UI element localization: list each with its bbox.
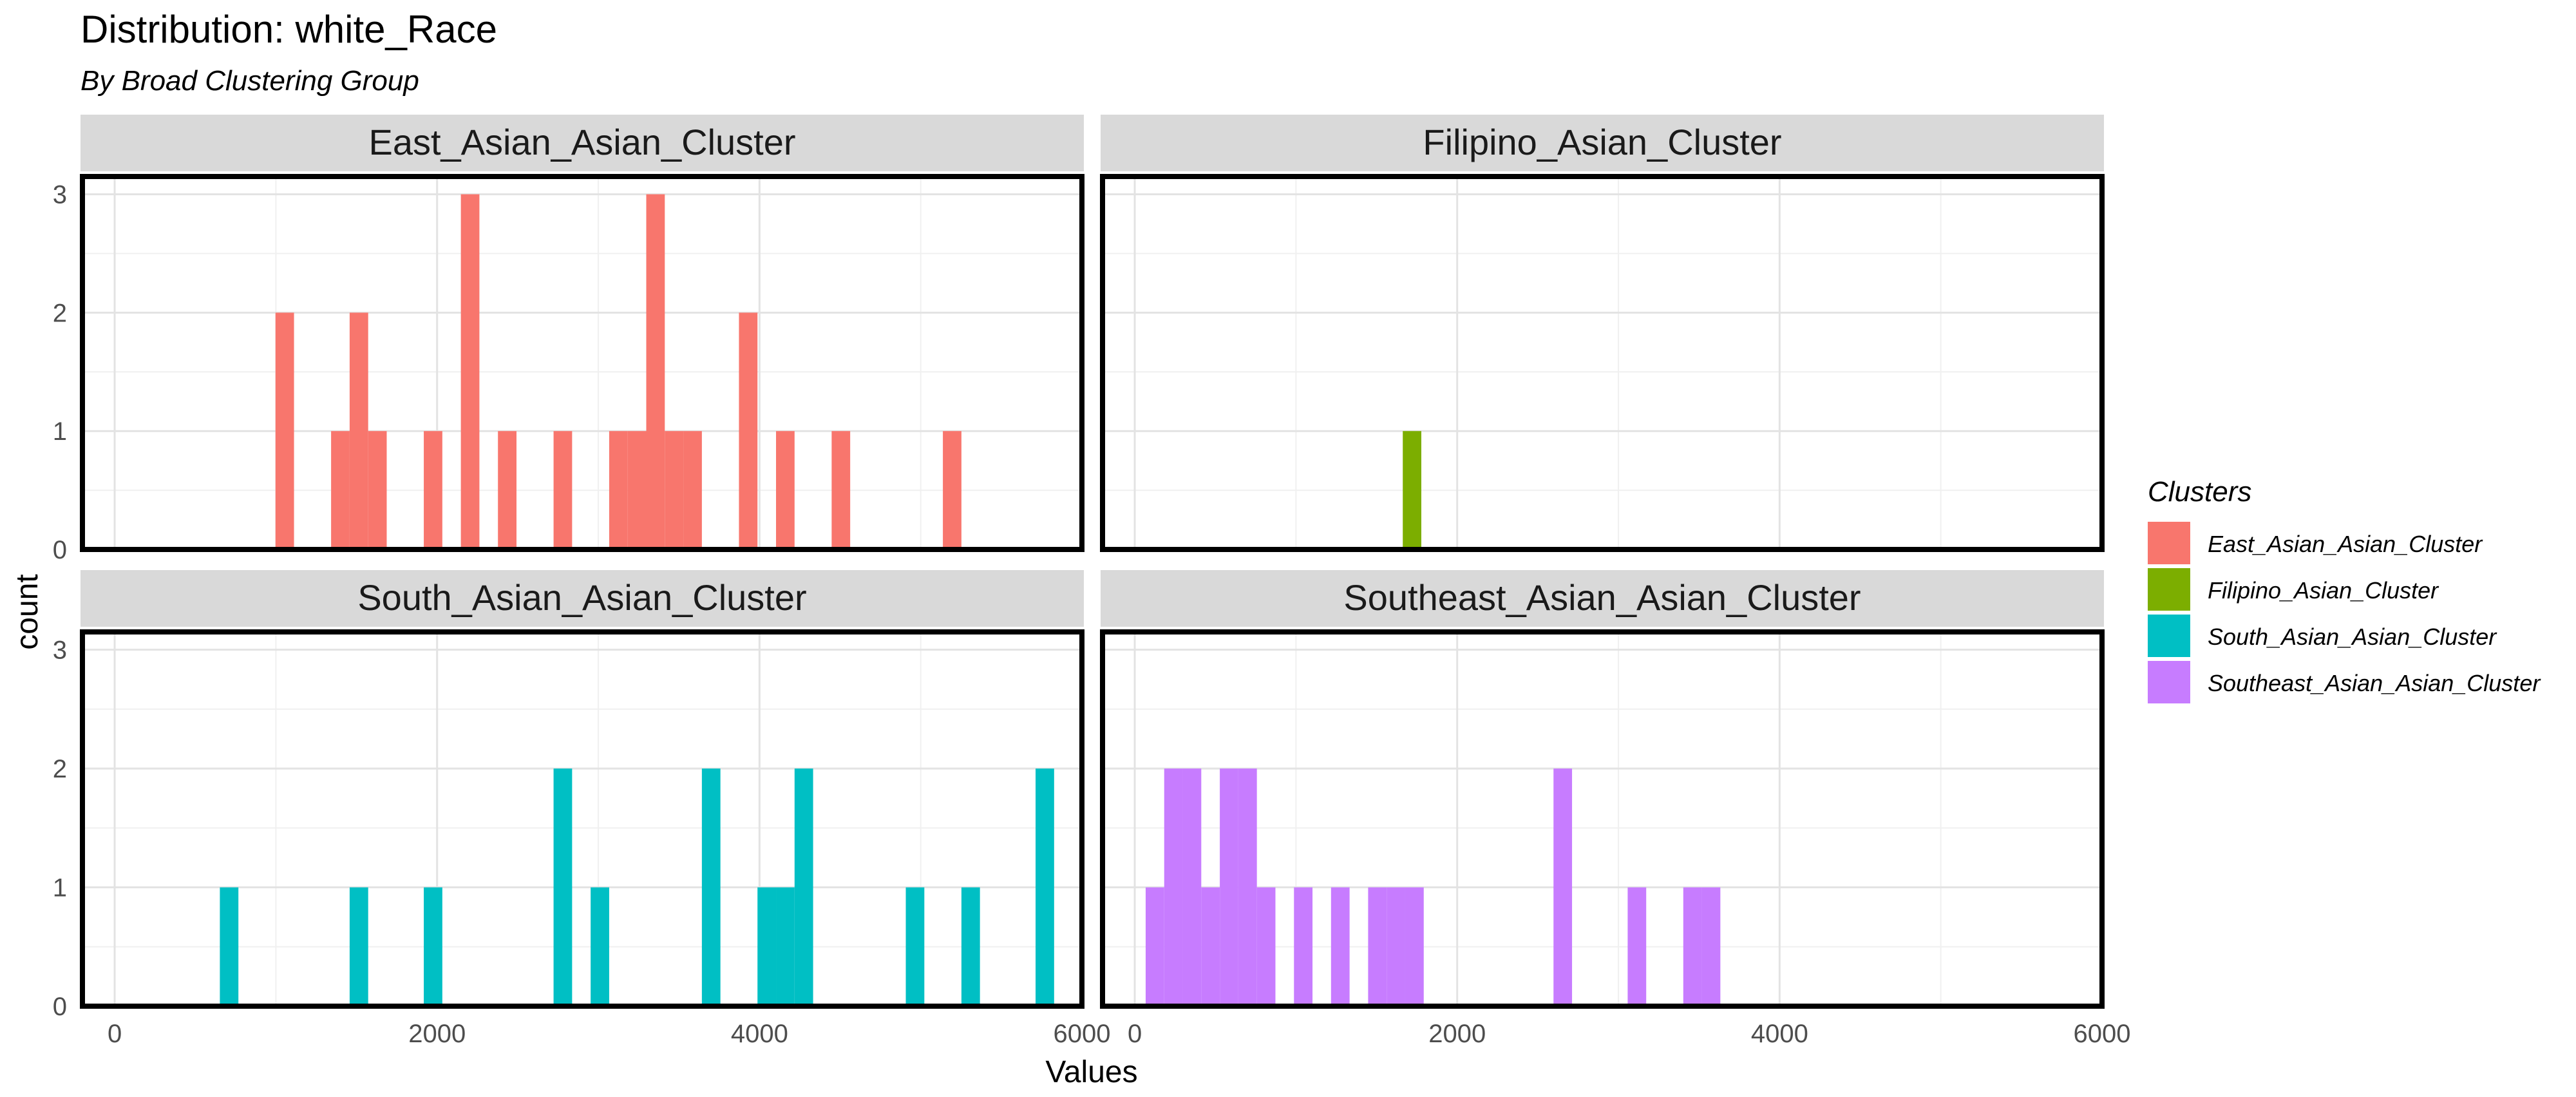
x-tick-label: 6000 (2074, 1020, 2131, 1048)
histogram-bar (275, 312, 294, 549)
x-axis-label: Values (1045, 1055, 1137, 1089)
x-tick-label: 0 (108, 1020, 122, 1048)
legend-label: Southeast_Asian_Asian_Cluster (2208, 670, 2541, 696)
histogram-bar (424, 887, 442, 1006)
histogram-bar (701, 768, 721, 1006)
histogram-bar (460, 194, 480, 550)
legend-label: South_Asian_Asian_Cluster (2208, 624, 2497, 650)
histogram-bar (831, 431, 851, 549)
legend-swatch (2148, 568, 2190, 611)
histogram-bar (1238, 768, 1257, 1006)
histogram-bar (1387, 887, 1405, 1006)
histogram-bar (553, 431, 573, 549)
histogram-bar (424, 431, 442, 549)
histogram-bar (591, 887, 609, 1006)
panel-border (1100, 174, 2105, 552)
facet-panel: Southeast_Asian_Asian_Cluster 0 2000 4000 60… (1100, 570, 2131, 1048)
chart-title: Distribution: white_Race (80, 8, 497, 51)
histogram-bar (220, 887, 239, 1006)
histogram-bar (665, 431, 684, 549)
histogram-bar (1036, 768, 1054, 1006)
x-tick-label: 2000 (1428, 1020, 1486, 1048)
histogram-bar (794, 768, 813, 1006)
histogram-bar (943, 431, 961, 549)
y-tick-label: 2 (53, 299, 67, 327)
histogram-bar (1627, 887, 1647, 1006)
legend-swatch (2148, 522, 2190, 564)
histogram-bar (553, 768, 573, 1006)
histogram-bar (1405, 887, 1424, 1006)
facet-strip-label: Filipino_Asian_Cluster (1423, 122, 1781, 162)
histogram-bar (1220, 768, 1238, 1006)
x-tick-label: 4000 (731, 1020, 788, 1048)
histogram-bar (331, 431, 350, 549)
histogram-bar (905, 887, 925, 1006)
histogram-bar (1256, 887, 1276, 1006)
histogram-bar (1201, 887, 1220, 1006)
x-tick-label: 0 (1128, 1020, 1142, 1048)
y-axis-label: count (10, 574, 44, 649)
x-tick-label: 4000 (1751, 1020, 1808, 1048)
facet-strip (1101, 570, 2104, 627)
histogram-bar (776, 431, 795, 549)
legend-label: East_Asian_Asian_Cluster (2208, 531, 2483, 557)
histogram-bar (1403, 431, 1422, 549)
histogram-bar (1368, 887, 1387, 1006)
facet-panels: East_Asian_Asian_Cluster 0 1 2 3 Filipino_Asi… (53, 115, 2131, 1048)
histogram-bar (349, 887, 368, 1006)
panel-border (80, 174, 1084, 552)
facet-panel: East_Asian_Asian_Cluster 0 1 2 3 (53, 115, 1084, 564)
histogram-bar (757, 887, 777, 1006)
facet-strip-label: Southeast_Asian_Asian_Cluster (1343, 577, 1861, 618)
histogram-bar (776, 887, 795, 1006)
histogram-bar (961, 887, 980, 1006)
histogram-bar (1182, 768, 1202, 1006)
legend-swatch (2148, 615, 2190, 657)
legend-title: Clusters (2148, 476, 2251, 508)
histogram-bar (498, 431, 516, 549)
facet-strip (80, 115, 1084, 171)
facet-strip (1101, 115, 2104, 171)
histogram-bar (683, 431, 702, 549)
y-tick-label: 2 (53, 755, 67, 783)
histogram-bar (1553, 768, 1573, 1006)
y-tick-label: 0 (53, 993, 67, 1021)
histogram-bar (1331, 887, 1350, 1006)
y-tick-label: 1 (53, 417, 67, 446)
histogram-bar (1145, 887, 1164, 1006)
y-tick-label: 3 (53, 636, 67, 665)
chart-subtitle: By Broad Clustering Group (80, 65, 419, 97)
y-tick-label: 1 (53, 874, 67, 902)
y-tick-label: 0 (53, 536, 67, 564)
histogram-bar (1701, 887, 1721, 1006)
histogram-bar (368, 431, 387, 549)
y-tick-label: 3 (53, 181, 67, 209)
histogram-bar (1294, 887, 1313, 1006)
x-tick-label: 6000 (1054, 1020, 1111, 1048)
facet-strip-label: South_Asian_Asian_Cluster (357, 577, 806, 618)
panel-border (80, 629, 1084, 1009)
facet-panel: South_Asian_Asian_Cluster 0 1 2 3 0 2000 4000 60… (53, 570, 1111, 1048)
histogram-bar (1683, 887, 1702, 1006)
x-tick-label: 2000 (408, 1020, 466, 1048)
panel-border (1100, 629, 2105, 1009)
legend-label: Filipino_Asian_Cluster (2208, 577, 2439, 604)
histogram-bar (627, 431, 647, 549)
legend-items: East_Asian_Asian_Cluster Filipino_Asian_C… (2148, 522, 2541, 703)
facet-strip-label: East_Asian_Asian_Cluster (368, 122, 795, 162)
legend: Clusters East_Asian_Asian_Cluster Filipin… (2148, 476, 2541, 703)
histogram-bar (349, 312, 368, 549)
histogram-bar (1164, 768, 1183, 1006)
histogram-bar (609, 431, 628, 549)
histogram-bar (646, 194, 665, 550)
histogram-bar (739, 312, 758, 549)
legend-swatch (2148, 661, 2190, 703)
facet-panel: Filipino_Asian_Cluster (1100, 115, 2105, 552)
facet-strip (80, 570, 1084, 627)
